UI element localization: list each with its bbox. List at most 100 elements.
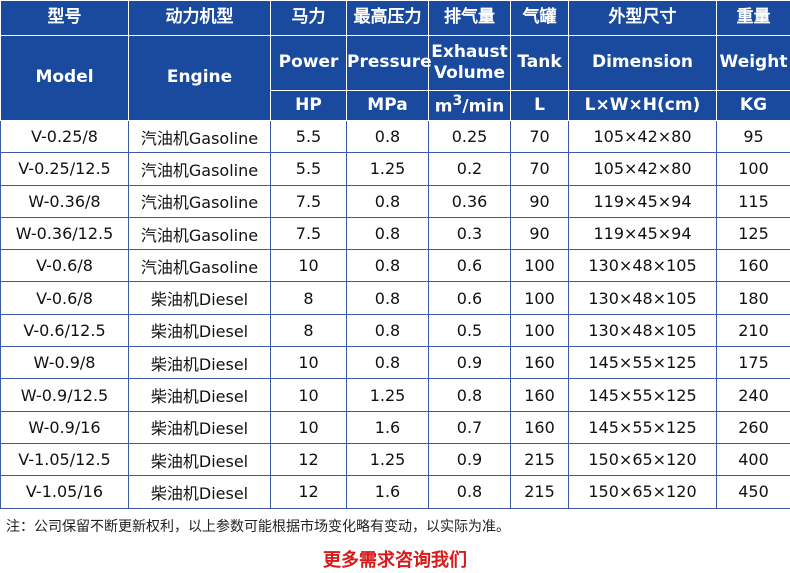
cell-tank: 70	[510, 152, 569, 186]
table-row: V-0.25/8 汽油机Gasoline 5.5 0.8 0.25 70 105×42×80…	[0, 119, 790, 154]
cell-power: 7.5	[270, 216, 347, 251]
cell-engine: 汽油机Gasoline	[128, 184, 271, 218]
cell-weight: 210	[716, 313, 790, 348]
cell-tank: 100	[510, 249, 569, 283]
header-row-units: HP MPa m3/min L L×W×H(cm) KG	[1, 90, 790, 121]
cell-exhaust-volume: 0.9	[428, 346, 511, 380]
col-header-weight-cn: 重量	[716, 0, 790, 36]
cell-engine: 汽油机Gasoline	[128, 216, 271, 251]
cell-power: 8	[270, 281, 347, 315]
cell-tank: 70	[510, 119, 569, 154]
cell-model: V-0.6/8	[0, 281, 129, 315]
col-header-model-cn: 型号	[0, 0, 129, 36]
cell-tank: 215	[510, 442, 569, 477]
exhaust-label-line1: Exhaust	[431, 41, 508, 62]
cell-pressure: 1.6	[346, 410, 429, 444]
unit-volume-base: m	[434, 96, 453, 117]
cell-pressure: 0.8	[346, 281, 429, 315]
col-header-exhaust-en: Exhaust Volume	[428, 35, 511, 91]
cell-weight: 115	[716, 184, 790, 218]
cell-tank: 100	[510, 281, 569, 315]
cell-model: V-1.05/12.5	[0, 442, 129, 477]
cell-weight: 400	[716, 442, 790, 477]
header-row-chinese: 型号 动力机型 马力 最高压力 排气量 气罐 外型尺寸 重量	[0, 0, 790, 36]
col-header-weight-en: Weight	[716, 35, 790, 91]
cell-power: 7.5	[270, 184, 347, 218]
col-header-dimension-cn: 外型尺寸	[568, 0, 717, 36]
cell-tank: 160	[510, 410, 569, 444]
col-header-engine-en: Engine	[128, 35, 271, 121]
cell-exhaust-volume: 0.2	[428, 152, 511, 186]
unit-tank: L	[510, 90, 569, 121]
col-header-power-cn: 马力	[270, 0, 347, 36]
col-header-tank-cn: 气罐	[510, 0, 569, 36]
cell-engine: 柴油机Diesel	[128, 281, 271, 315]
spec-table-body: V-0.25/8 汽油机Gasoline 5.5 0.8 0.25 70 105×42×80…	[0, 119, 790, 509]
cell-weight: 95	[716, 119, 790, 154]
cell-engine: 柴油机Diesel	[128, 442, 271, 477]
cell-weight: 260	[716, 410, 790, 444]
col-header-engine-cn: 动力机型	[128, 0, 271, 36]
cell-exhaust-volume: 0.9	[428, 442, 511, 477]
cell-model: W-0.36/8	[0, 184, 129, 218]
cell-power: 8	[270, 313, 347, 348]
cell-exhaust-volume: 0.8	[428, 475, 511, 509]
cell-pressure: 0.8	[346, 346, 429, 380]
cell-power: 12	[270, 442, 347, 477]
cell-dimension: 145×55×125	[568, 410, 717, 444]
cell-tank: 160	[510, 346, 569, 380]
col-header-pressure-en: Pressure	[346, 35, 432, 91]
table-row: V-0.6/8 柴油机Diesel 8 0.8 0.6 100 130×48×105 180	[0, 281, 790, 315]
cell-dimension: 145×55×125	[568, 346, 717, 380]
cell-pressure: 0.8	[346, 313, 429, 348]
cell-exhaust-volume: 0.3	[428, 216, 511, 251]
cell-model: V-0.6/12.5	[0, 313, 129, 348]
cell-weight: 125	[716, 216, 790, 251]
col-header-dimension-en: Dimension	[568, 35, 717, 91]
cell-weight: 100	[716, 152, 790, 186]
cell-model: W-0.9/16	[0, 410, 129, 444]
cell-exhaust-volume: 0.8	[428, 378, 511, 412]
table-row: V-1.05/16 柴油机Diesel 12 1.6 0.8 215 150×65×120 4…	[0, 475, 790, 509]
cell-pressure: 0.8	[346, 249, 429, 283]
cell-dimension: 130×48×105	[568, 281, 717, 315]
cell-dimension: 130×48×105	[568, 313, 717, 348]
cell-tank: 160	[510, 378, 569, 412]
disclaimer-note: 注：公司保留不断更新权利，以上参数可能根据市场变化略有变动，以实际为准。	[6, 518, 510, 535]
cell-power: 10	[270, 346, 347, 380]
col-header-tank-en: Tank	[510, 35, 569, 91]
unit-volume: m3/min	[428, 90, 511, 121]
cell-tank: 215	[510, 475, 569, 509]
cell-model: W-0.9/8	[0, 346, 129, 380]
cell-model: V-0.6/8	[0, 249, 129, 283]
table-row: V-0.6/8 汽油机Gasoline 10 0.8 0.6 100 130×48×105 1…	[0, 249, 790, 283]
cell-weight: 160	[716, 249, 790, 283]
cell-engine: 柴油机Diesel	[128, 346, 271, 380]
cell-pressure: 1.6	[346, 475, 429, 509]
table-row: W-0.36/12.5 汽油机Gasoline 7.5 0.8 0.3 90 119×45×…	[0, 216, 790, 251]
col-header-exhaust-cn: 排气量	[428, 0, 511, 36]
cell-pressure: 0.8	[346, 216, 429, 251]
cell-dimension: 105×42×80	[568, 152, 717, 186]
cell-engine: 柴油机Diesel	[128, 475, 271, 509]
cell-pressure: 1.25	[346, 378, 429, 412]
cell-dimension: 119×45×94	[568, 216, 717, 251]
cell-model: W-0.9/12.5	[0, 378, 129, 412]
cell-tank: 90	[510, 184, 569, 218]
unit-weight: KG	[716, 90, 790, 121]
cell-dimension: 119×45×94	[568, 184, 717, 218]
cell-exhaust-volume: 0.7	[428, 410, 511, 444]
cell-power: 10	[270, 378, 347, 412]
cell-power: 12	[270, 475, 347, 509]
cell-weight: 180	[716, 281, 790, 315]
cell-engine: 汽油机Gasoline	[128, 249, 271, 283]
cell-engine: 汽油机Gasoline	[128, 152, 271, 186]
cell-exhaust-volume: 0.6	[428, 281, 511, 315]
cell-engine: 柴油机Diesel	[128, 313, 271, 348]
table-row: W-0.9/8 柴油机Diesel 10 0.8 0.9 160 145×55×125 175	[0, 346, 790, 380]
table-row: W-0.36/8 汽油机Gasoline 7.5 0.8 0.36 90 119×45×94…	[0, 184, 790, 218]
contact-us-link[interactable]: 更多需求咨询我们	[323, 549, 467, 571]
cell-power: 5.5	[270, 119, 347, 154]
cell-weight: 240	[716, 378, 790, 412]
cell-engine: 汽油机Gasoline	[128, 119, 271, 154]
